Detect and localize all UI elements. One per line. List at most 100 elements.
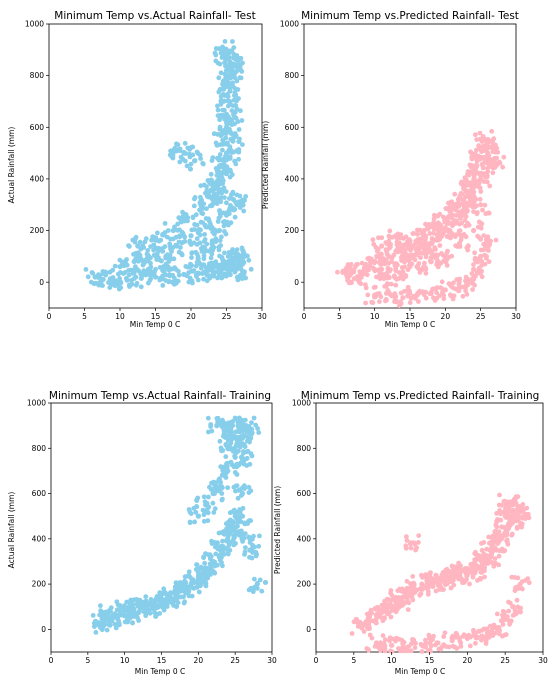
data-point-texture [210,243,216,249]
data-point-texture [344,264,350,270]
data-point-texture [472,282,477,288]
data-point-texture [222,60,228,65]
data-point-texture [497,536,503,541]
data-point-texture [161,586,167,592]
data-point-texture [221,210,226,216]
chart-test-actual: Minimum Temp vs.Actual Rainfall- Test Ac… [7,10,267,329]
data-point-texture [489,548,495,554]
data-point-texture [188,161,194,167]
data-point-texture [361,268,367,273]
data-point-texture [203,581,209,586]
data-point-texture [475,233,480,239]
data-point-texture [198,198,204,204]
data-point-texture [395,246,400,252]
data-point-texture [239,493,244,498]
data-point-texture [444,575,449,580]
y-tick-label: 600 [297,489,312,498]
data-point-texture [503,526,508,531]
data-point-texture [464,573,470,579]
data-point-texture [453,232,459,238]
chart-title: Minimum Temp vs.Predicted Rainfall- Trai… [301,390,540,402]
data-point-texture [518,605,523,611]
data-point-texture [208,171,214,177]
data-point-texture [489,128,495,134]
data-point-texture [386,275,392,281]
x-tick-label: 15 [405,312,415,321]
y-tick-label: 600 [30,123,45,132]
data-point-texture [110,275,116,280]
data-point-texture [504,508,510,513]
data-point-texture [377,276,383,282]
data-point-texture [225,140,230,146]
data-point-texture [236,147,242,152]
data-point-texture [219,497,225,503]
data-point-texture [244,449,250,455]
data-point-texture [390,636,396,642]
data-point-texture [247,439,252,445]
data-point-texture [233,483,239,489]
data-point-texture [216,173,221,179]
data-point-texture [232,75,238,81]
data-point [471,227,477,234]
data-point-texture [405,239,410,244]
data-point-texture [479,274,485,280]
data-point-texture [251,549,257,555]
data-point-texture [157,611,163,616]
data-point-texture [215,275,220,281]
y-tick-label: 200 [297,580,312,589]
data-point-texture [434,295,440,301]
data-point-texture [214,201,220,207]
data-point-texture [489,633,495,638]
y-axis-label: Predicted Rainfall (mm) [273,486,282,574]
data-point-texture [427,231,433,236]
data-point-texture [479,541,484,546]
data-point-texture [389,592,395,598]
data-point-texture [237,193,243,199]
data-point-texture [219,55,225,60]
data-point-texture [399,265,405,270]
data-point-texture [240,248,246,253]
data-point-texture [501,154,507,160]
data-point-texture [195,578,201,584]
data-point-texture [224,153,230,158]
data-point-texture [235,495,241,501]
data-point-texture [458,563,463,569]
data-point-texture [488,164,493,169]
data-point-texture [211,273,216,279]
data-point-texture [512,512,518,518]
data-point-texture [472,250,477,256]
data-point-texture [173,242,179,248]
data-point-texture [208,188,214,194]
data-point-texture [526,580,532,586]
data-point-texture [493,528,499,534]
data-point-texture [505,614,510,620]
data-point-texture [473,132,478,138]
data-point-texture [404,586,410,592]
data-point-texture [229,429,235,435]
x-tick-label: 30 [538,656,548,665]
x-tick-label: 0 [49,656,54,665]
data-point-texture [107,280,113,286]
data-point-texture [232,470,238,475]
data-point-texture [194,251,200,257]
data-point-texture [242,521,248,527]
data-point-texture [218,112,224,118]
data-point-texture [131,251,136,257]
x-tick-label: 20 [186,312,196,321]
data-point-texture [423,270,429,276]
data-point-texture [208,422,214,427]
data-point-texture [471,183,477,189]
data-point-texture [420,586,425,592]
data-point-texture [405,245,411,251]
data-point-texture [127,601,133,607]
data-point-texture [217,152,223,157]
data-point-texture [83,267,89,272]
data-point-texture [477,185,483,191]
data-point-texture [161,264,167,269]
data-point-texture [239,442,244,448]
data-point-texture [91,281,97,287]
data-point-texture [172,224,177,230]
data-point-texture [404,534,409,540]
data-point-texture [408,295,414,301]
data-point-texture [419,649,425,654]
